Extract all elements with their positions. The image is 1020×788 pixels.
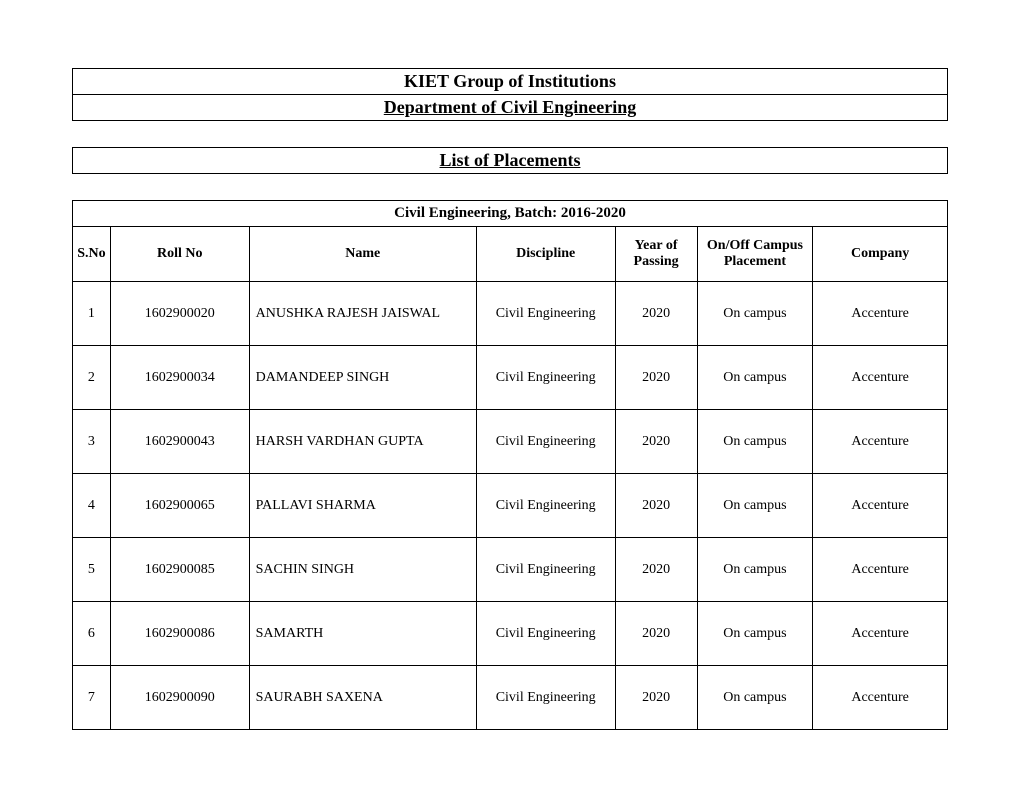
table-row: 4 1602900065 PALLAVI SHARMA Civil Engine… xyxy=(73,474,948,538)
cell-company: Accenture xyxy=(813,474,948,538)
cell-name: PALLAVI SHARMA xyxy=(249,474,476,538)
institution-name: KIET Group of Institutions xyxy=(404,71,616,91)
cell-placement: On campus xyxy=(697,666,813,730)
cell-placement: On campus xyxy=(697,474,813,538)
cell-discipline: Civil Engineering xyxy=(476,346,615,410)
cell-company: Accenture xyxy=(813,602,948,666)
cell-name: SAURABH SAXENA xyxy=(249,666,476,730)
cell-name: SACHIN SINGH xyxy=(249,538,476,602)
document-page: KIET Group of Institutions Department of… xyxy=(0,0,1020,788)
department-row: Department of Civil Engineering xyxy=(73,95,948,121)
cell-name: ANUSHKA RAJESH JAISWAL xyxy=(249,282,476,346)
spacer-row-1 xyxy=(73,121,948,148)
batch-row: Civil Engineering, Batch: 2016-2020 xyxy=(73,201,948,227)
cell-sno: 4 xyxy=(73,474,111,538)
cell-name: DAMANDEEP SINGH xyxy=(249,346,476,410)
cell-sno: 2 xyxy=(73,346,111,410)
col-company: Company xyxy=(813,227,948,282)
cell-discipline: Civil Engineering xyxy=(476,410,615,474)
cell-roll: 1602900034 xyxy=(110,346,249,410)
column-header-row: S.No Roll No Name Discipline Year of Pas… xyxy=(73,227,948,282)
cell-placement: On campus xyxy=(697,538,813,602)
cell-sno: 5 xyxy=(73,538,111,602)
cell-roll: 1602900020 xyxy=(110,282,249,346)
col-year: Year of Passing xyxy=(615,227,697,282)
table-row: 6 1602900086 SAMARTH Civil Engineering 2… xyxy=(73,602,948,666)
cell-year: 2020 xyxy=(615,282,697,346)
col-roll: Roll No xyxy=(110,227,249,282)
cell-name: SAMARTH xyxy=(249,602,476,666)
col-discipline: Discipline xyxy=(476,227,615,282)
cell-year: 2020 xyxy=(615,666,697,730)
cell-placement: On campus xyxy=(697,410,813,474)
table-row: 1 1602900020 ANUSHKA RAJESH JAISWAL Civi… xyxy=(73,282,948,346)
cell-name: HARSH VARDHAN GUPTA xyxy=(249,410,476,474)
table-row: 3 1602900043 HARSH VARDHAN GUPTA Civil E… xyxy=(73,410,948,474)
cell-placement: On campus xyxy=(697,346,813,410)
placements-table: KIET Group of Institutions Department of… xyxy=(72,68,948,730)
cell-company: Accenture xyxy=(813,666,948,730)
cell-company: Accenture xyxy=(813,538,948,602)
cell-sno: 7 xyxy=(73,666,111,730)
cell-company: Accenture xyxy=(813,346,948,410)
table-row: 2 1602900034 DAMANDEEP SINGH Civil Engin… xyxy=(73,346,948,410)
institution-row: KIET Group of Institutions xyxy=(73,69,948,95)
cell-discipline: Civil Engineering xyxy=(476,538,615,602)
cell-roll: 1602900085 xyxy=(110,538,249,602)
cell-discipline: Civil Engineering xyxy=(476,666,615,730)
cell-sno: 3 xyxy=(73,410,111,474)
batch-text: Civil Engineering, Batch: 2016-2020 xyxy=(394,205,626,221)
cell-discipline: Civil Engineering xyxy=(476,282,615,346)
col-name: Name xyxy=(249,227,476,282)
spacer-row-2 xyxy=(73,174,948,201)
cell-discipline: Civil Engineering xyxy=(476,474,615,538)
col-sno: S.No xyxy=(73,227,111,282)
cell-roll: 1602900090 xyxy=(110,666,249,730)
cell-sno: 6 xyxy=(73,602,111,666)
cell-placement: On campus xyxy=(697,602,813,666)
table-row: 7 1602900090 SAURABH SAXENA Civil Engine… xyxy=(73,666,948,730)
cell-discipline: Civil Engineering xyxy=(476,602,615,666)
department-name: Department of Civil Engineering xyxy=(384,97,636,117)
cell-year: 2020 xyxy=(615,346,697,410)
cell-year: 2020 xyxy=(615,602,697,666)
cell-roll: 1602900086 xyxy=(110,602,249,666)
cell-year: 2020 xyxy=(615,474,697,538)
cell-company: Accenture xyxy=(813,410,948,474)
col-placement: On/Off Campus Placement xyxy=(697,227,813,282)
cell-year: 2020 xyxy=(615,410,697,474)
list-title: List of Placements xyxy=(440,150,581,170)
cell-roll: 1602900043 xyxy=(110,410,249,474)
cell-sno: 1 xyxy=(73,282,111,346)
cell-company: Accenture xyxy=(813,282,948,346)
cell-year: 2020 xyxy=(615,538,697,602)
cell-roll: 1602900065 xyxy=(110,474,249,538)
list-title-row: List of Placements xyxy=(73,148,948,174)
table-row: 5 1602900085 SACHIN SINGH Civil Engineer… xyxy=(73,538,948,602)
cell-placement: On campus xyxy=(697,282,813,346)
